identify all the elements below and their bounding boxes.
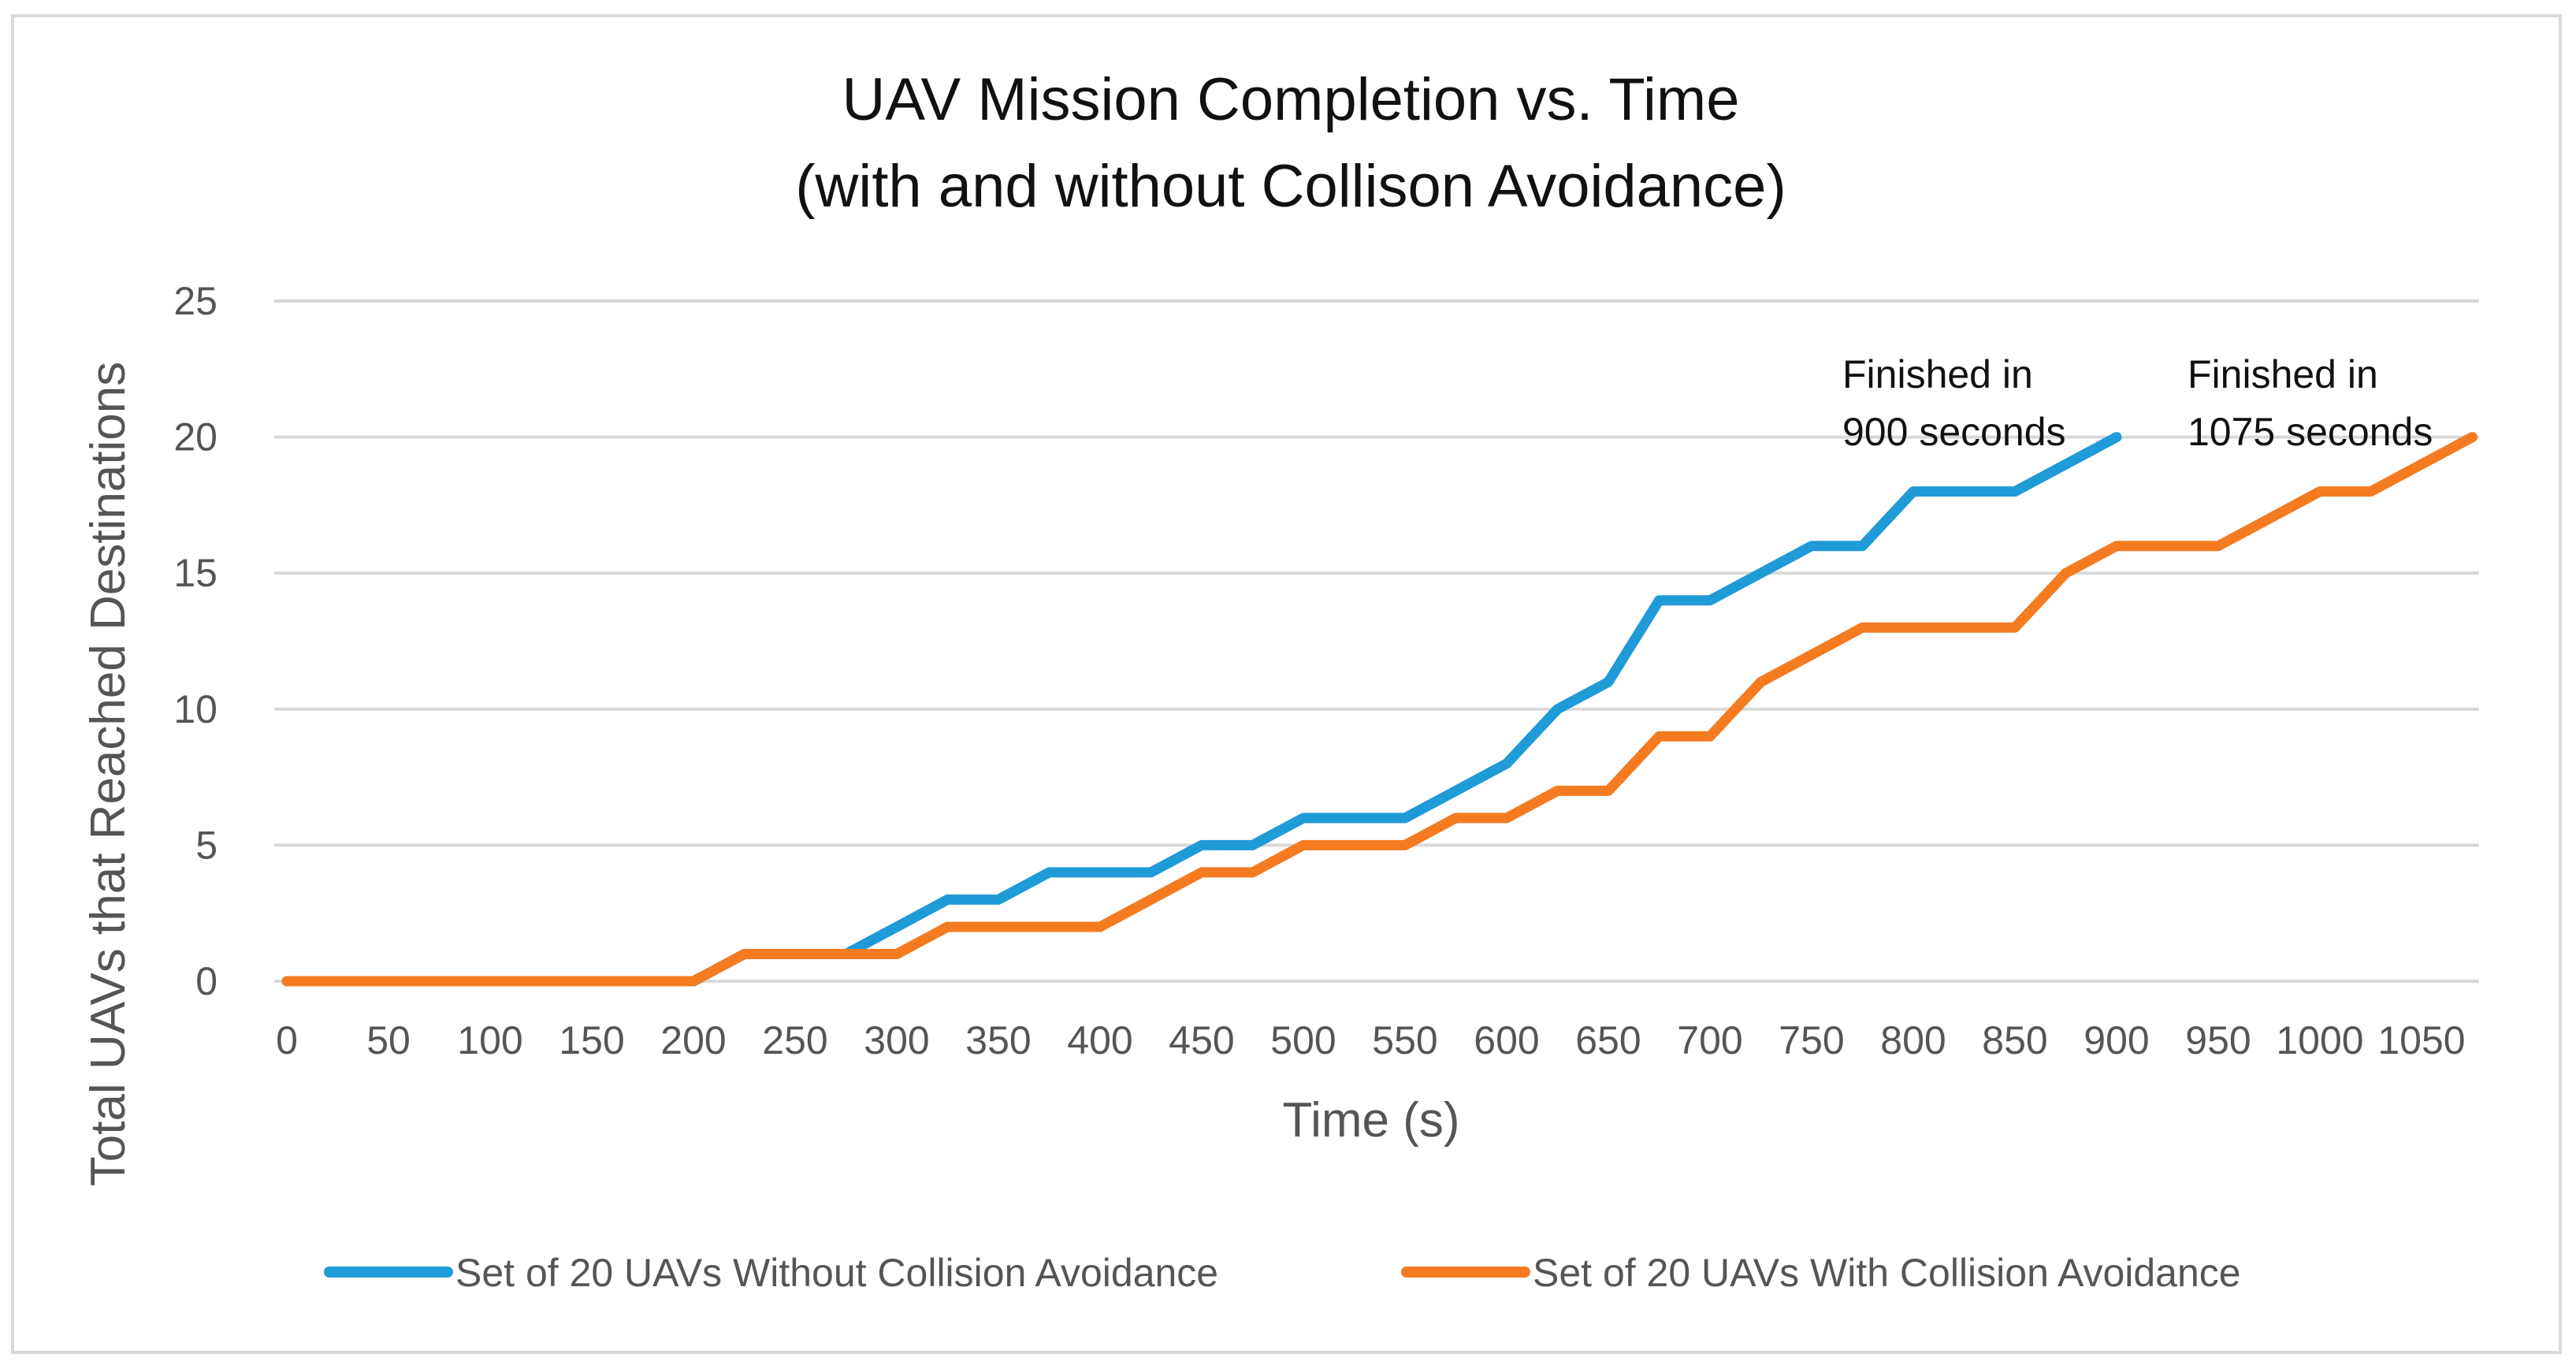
x-tick-label-1000: 1000 bbox=[2276, 1018, 2363, 1062]
chart-title-line-1: UAV Mission Completion vs. Time bbox=[842, 66, 1740, 133]
legend-label-1: Set of 20 UAVs Without Collision Avoidan… bbox=[455, 1251, 1218, 1295]
x-tick-label-750: 750 bbox=[1779, 1018, 1844, 1062]
chart-title-line-2: (with and without Collison Avoidance) bbox=[795, 153, 1786, 220]
y-tick-label-0: 0 bbox=[195, 959, 217, 1003]
y-tick-label-15: 15 bbox=[173, 551, 217, 595]
x-tick-label-150: 150 bbox=[559, 1018, 624, 1062]
annotation-1-line-1: Finished in bbox=[1842, 352, 2033, 396]
annotation-2-line-1: Finished in bbox=[2188, 352, 2378, 396]
x-tick-label-850: 850 bbox=[1982, 1018, 2047, 1062]
chart-title: UAV Mission Completion vs. Time (with an… bbox=[795, 66, 1786, 220]
x-tick-label-300: 300 bbox=[864, 1018, 929, 1062]
x-tick-label-200: 200 bbox=[660, 1018, 726, 1062]
x-tick-label-600: 600 bbox=[1474, 1018, 1539, 1062]
x-tick-label-50: 50 bbox=[366, 1018, 411, 1062]
chart-frame: UAV Mission Completion vs. Time (with an… bbox=[11, 14, 2562, 1354]
legend: Set of 20 UAVs Without Collision Avoidan… bbox=[324, 1251, 2241, 1295]
chart-svg: UAV Mission Completion vs. Time (with an… bbox=[81, 66, 2479, 1295]
x-tick-labels: 0 50 100 150 200 250 300 350 400 450 500 550 600 650 7… bbox=[276, 1018, 2466, 1062]
y-tick-label-25: 25 bbox=[173, 279, 217, 323]
x-tick-label-0: 0 bbox=[276, 1018, 298, 1062]
x-tick-label-450: 450 bbox=[1169, 1018, 1234, 1062]
x-tick-label-500: 500 bbox=[1270, 1018, 1336, 1062]
annotations: Finished in 900 seconds Finished in 1075 se… bbox=[1842, 352, 2433, 454]
x-tick-label-950: 950 bbox=[2185, 1018, 2251, 1062]
x-tick-label-350: 350 bbox=[965, 1018, 1031, 1062]
y-tick-label-5: 5 bbox=[195, 823, 217, 867]
x-tick-label-100: 100 bbox=[457, 1018, 522, 1062]
x-tick-label-700: 700 bbox=[1677, 1018, 1742, 1062]
x-tick-label-800: 800 bbox=[1880, 1018, 1946, 1062]
x-tick-label-1050: 1050 bbox=[2377, 1018, 2465, 1062]
x-tick-label-250: 250 bbox=[762, 1018, 827, 1062]
x-tick-label-400: 400 bbox=[1067, 1018, 1132, 1062]
annotation-1-line-2: 900 seconds bbox=[1842, 410, 2066, 454]
x-tick-label-650: 650 bbox=[1575, 1018, 1641, 1062]
y-tick-label-20: 20 bbox=[173, 415, 217, 459]
y-tick-label-10: 10 bbox=[173, 687, 217, 731]
x-axis-title: Time (s) bbox=[1283, 1093, 1460, 1148]
y-axis-title: Total UAVs that Reached Destinations bbox=[81, 362, 136, 1187]
x-tick-label-900: 900 bbox=[2083, 1018, 2149, 1062]
series-line-with-collision-avoidance bbox=[281, 432, 2477, 987]
x-tick-label-550: 550 bbox=[1372, 1018, 1437, 1062]
gridlines bbox=[274, 299, 2479, 983]
annotation-2-line-2: 1075 seconds bbox=[2188, 410, 2433, 454]
legend-label-2: Set of 20 UAVs With Collision Avoidance bbox=[1533, 1251, 2241, 1295]
series-lines bbox=[281, 432, 2477, 987]
y-tick-labels: 0 5 10 15 20 25 bbox=[173, 279, 217, 1003]
